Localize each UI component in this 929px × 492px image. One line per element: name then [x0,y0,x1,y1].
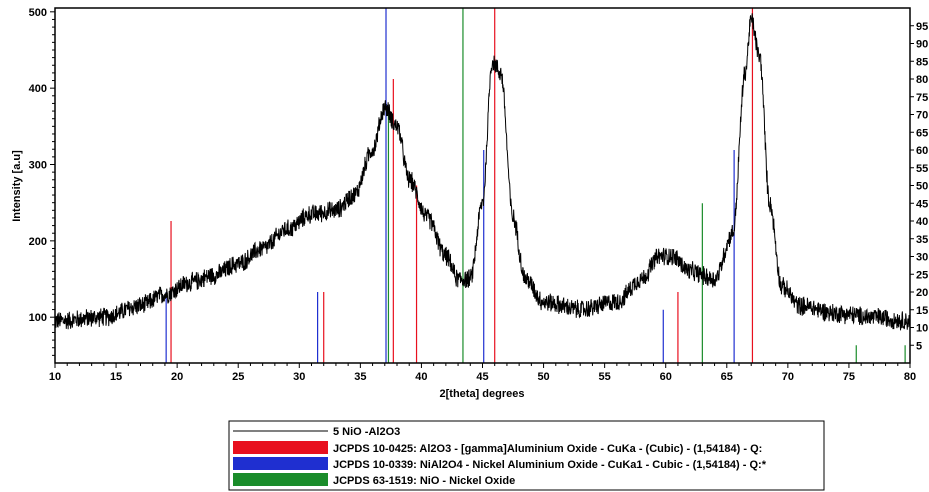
legend: 5 NiO -Al2O3 JCPDS 10-0425: Al2O3 - [gam… [228,420,825,491]
y-tick-label-1: 200 [29,236,47,248]
legend-swatch-0 [233,441,328,454]
y2-tick-label-1: 10 [916,323,928,335]
y-tick-label-0: 100 [29,312,47,324]
y2-tick-label-16: 85 [916,56,928,68]
y2-axis-ticks: 5 10 15 20 25 30 35 40 45 50 55 60 65 70 75 80 85 90 95 [910,21,928,352]
x-tick-label-8: 50 [537,371,549,383]
reference-lines [165,8,906,363]
y2-tick-label-7: 40 [916,216,928,228]
y-axis-ticks: 100 200 300 400 500 [29,7,55,356]
y-tick-label-4: 500 [29,7,47,19]
y2-tick-label-18: 95 [916,21,928,33]
y2-tick-label-11: 60 [916,145,928,157]
x-tick-label-11: 65 [721,371,733,383]
x-tick-label-13: 75 [843,371,855,383]
x-tick-label-0: 10 [49,371,61,383]
x-tick-label-7: 45 [476,371,488,383]
legend-swatch-1 [233,457,328,470]
y2-tick-label-15: 80 [916,74,928,86]
y2-tick-label-17: 90 [916,39,928,51]
y2-tick-label-9: 50 [916,181,928,193]
x-tick-label-3: 25 [232,371,244,383]
y-tick-label-3: 400 [29,83,47,95]
x-tick-label-9: 55 [599,371,611,383]
x-tick-label-1: 15 [110,371,122,383]
legend-label-0: JCPDS 10-0425: Al2O3 - [gamma]Aluminium … [333,443,762,455]
pattern-line [54,13,911,331]
y2-tick-label-14: 75 [916,92,928,104]
x-tick-label-10: 60 [660,371,672,383]
x-axis-ticks: 10 15 20 25 30 35 40 45 50 55 60 65 70 75 80 [49,363,916,383]
x-tick-label-4: 30 [293,371,305,383]
y-tick-label-2: 300 [29,160,47,172]
legend-label-1: JCPDS 10-0339: NiAl2O4 - Nickel Aluminiu… [333,459,767,471]
y2-tick-label-6: 35 [916,234,928,246]
x-tick-label-14: 80 [904,371,916,383]
y2-tick-label-10: 55 [916,163,928,175]
y2-tick-label-13: 70 [916,110,928,122]
plot-frame [54,7,911,364]
y-axis-title: Intensity [a.u] [11,150,23,222]
y2-tick-label-3: 20 [916,287,928,299]
y2-tick-label-12: 65 [916,127,928,139]
x-tick-label-6: 40 [415,371,427,383]
y2-tick-label-2: 15 [916,305,928,317]
y2-tick-label-0: 5 [916,340,922,352]
x-tick-label-2: 20 [171,371,183,383]
x-tick-label-12: 70 [782,371,794,383]
x-tick-label-5: 35 [354,371,366,383]
y2-tick-label-8: 45 [916,198,928,210]
y2-tick-label-5: 30 [916,252,928,264]
x-axis-title: 2[theta] degrees [440,388,525,400]
legend-label-pattern: 5 NiO -Al2O3 [333,426,400,438]
legend-label-2: JCPDS 63-1519: NiO - Nickel Oxide [333,475,515,487]
legend-box [228,420,825,491]
y2-tick-label-4: 25 [916,269,928,281]
legend-swatch-2 [233,473,328,486]
